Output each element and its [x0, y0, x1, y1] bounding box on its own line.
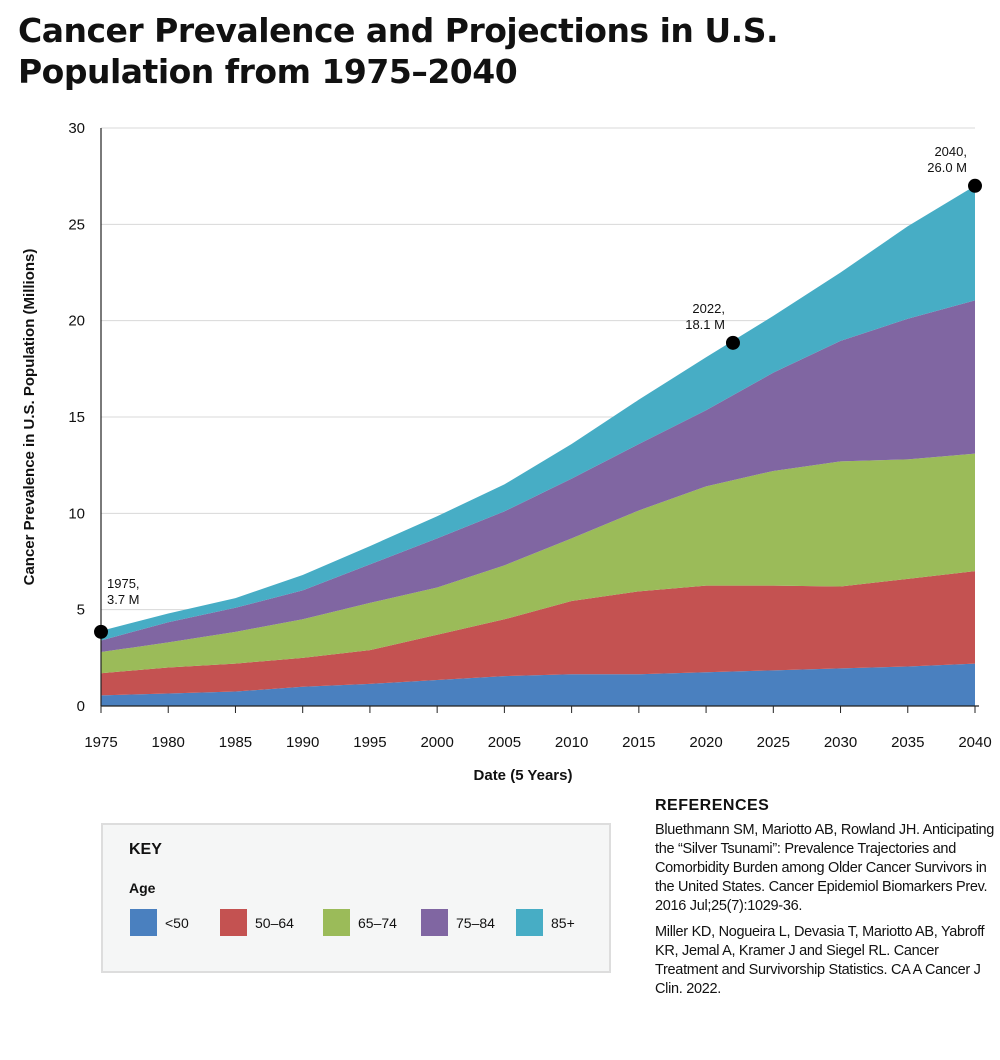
annotation-label: 3.7 M	[107, 592, 140, 607]
y-tick-label: 30	[68, 120, 85, 137]
x-tick-label: 1995	[353, 734, 386, 751]
legend-title: KEY	[129, 841, 162, 858]
y-tick-label: 25	[68, 216, 85, 233]
chart-title: Cancer Prevalence and Projections in U.S…	[18, 11, 779, 91]
legend-item: 65–74	[323, 909, 421, 936]
area-series-75–84	[101, 300, 975, 653]
area-series-65–74	[101, 453, 975, 674]
x-tick-label: 1985	[219, 734, 252, 751]
x-tick-label: 2040	[958, 734, 991, 751]
legend-swatch	[130, 909, 157, 936]
y-tick-label: 10	[68, 505, 85, 522]
legend-swatch	[323, 909, 350, 936]
legend-label: 85+	[551, 914, 575, 931]
annotation-label: 26.0 M	[927, 160, 967, 175]
legend-label: 75–84	[456, 914, 495, 931]
reference-item: Miller KD, Nogueira L, Devasia T, Mariot…	[655, 924, 985, 997]
y-tick-label: 15	[68, 409, 85, 426]
legend: KEY Age <50 50–64 65–74 75–84 85+	[101, 823, 611, 973]
legend-swatch	[421, 909, 448, 936]
x-tick-label: 2005	[488, 734, 521, 751]
y-axis-label: Cancer Prevalence in U.S. Population (Mi…	[21, 249, 38, 586]
y-tick-label: 0	[77, 698, 85, 715]
area-series-<50	[101, 663, 975, 706]
legend-label: 50–64	[255, 914, 294, 931]
area-series-50–64	[101, 571, 975, 696]
x-tick-label: 1980	[152, 734, 185, 751]
x-tick-label: 2010	[555, 734, 588, 751]
references: REFERENCES Bluethmann SM, Mariotto AB, R…	[655, 796, 995, 1006]
x-axis-label: Date (5 Years)	[474, 767, 573, 784]
x-tick-label: 1990	[286, 734, 319, 751]
legend-label: 65–74	[358, 914, 397, 931]
annotation-point	[94, 624, 108, 639]
legend-item: <50	[130, 909, 220, 936]
x-tick-label: 2035	[891, 734, 924, 751]
x-tick-label: 2025	[757, 734, 790, 751]
x-tick-label: 2015	[622, 734, 655, 751]
annotation-point	[968, 178, 982, 193]
legend-item: 85+	[516, 909, 596, 936]
x-tick-label: 2000	[420, 734, 453, 751]
x-tick-label: 2020	[689, 734, 722, 751]
annotation-label: 18.1 M	[685, 317, 725, 332]
x-tick-label: 1975	[84, 734, 117, 751]
reference-item: Bluethmann SM, Mariotto AB, Rowland JH. …	[655, 822, 995, 914]
annotation-point	[725, 335, 740, 350]
legend-swatch	[516, 909, 543, 936]
legend-swatch	[220, 909, 247, 936]
x-tick-label: 2030	[824, 734, 857, 751]
legend-item: 75–84	[421, 909, 516, 936]
legend-subtitle: Age	[129, 880, 156, 896]
legend-item: 50–64	[220, 909, 323, 936]
annotation-label: 1975,	[107, 576, 140, 591]
y-tick-label: 20	[68, 313, 85, 330]
annotation-label: 2040,	[934, 144, 967, 159]
y-tick-label: 5	[77, 602, 85, 619]
references-title: REFERENCES	[655, 797, 770, 814]
legend-label: <50	[165, 914, 189, 931]
annotation-label: 2022,	[692, 301, 725, 316]
legend-items: <50 50–64 65–74 75–84 85+	[130, 909, 596, 936]
